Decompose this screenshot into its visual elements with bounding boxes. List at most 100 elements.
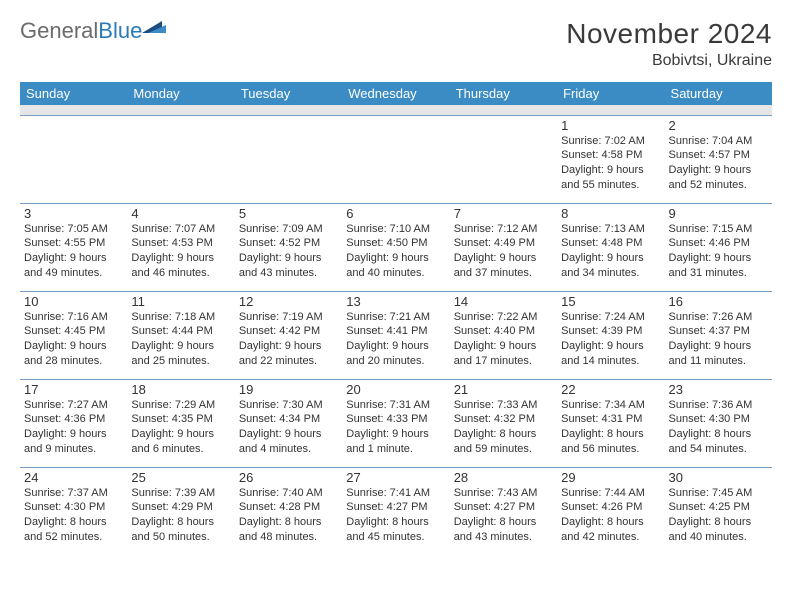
calendar-cell: 30Sunrise: 7:45 AMSunset: 4:25 PMDayligh… [665,467,772,555]
calendar-cell: 20Sunrise: 7:31 AMSunset: 4:33 PMDayligh… [342,379,449,467]
day-info: Sunrise: 7:26 AMSunset: 4:37 PMDaylight:… [669,310,768,369]
calendar-week-row: 24Sunrise: 7:37 AMSunset: 4:30 PMDayligh… [20,467,772,555]
calendar-cell: 27Sunrise: 7:41 AMSunset: 4:27 PMDayligh… [342,467,449,555]
calendar-week-row: 10Sunrise: 7:16 AMSunset: 4:45 PMDayligh… [20,291,772,379]
day-info: Sunrise: 7:04 AMSunset: 4:57 PMDaylight:… [669,134,768,193]
calendar-cell: 25Sunrise: 7:39 AMSunset: 4:29 PMDayligh… [127,467,234,555]
calendar-page: GeneralBlue November 2024 Bobivtsi, Ukra… [0,0,792,612]
calendar-cell-empty [235,115,342,203]
day-number: 10 [24,294,123,309]
calendar-week-row: 1Sunrise: 7:02 AMSunset: 4:58 PMDaylight… [20,115,772,203]
calendar-table: SundayMondayTuesdayWednesdayThursdayFrid… [20,82,772,555]
day-number: 1 [561,118,660,133]
day-number: 22 [561,382,660,397]
subheader-row [20,105,772,115]
calendar-cell-empty [20,115,127,203]
calendar-cell: 29Sunrise: 7:44 AMSunset: 4:26 PMDayligh… [557,467,664,555]
day-header: Saturday [665,82,772,105]
calendar-cell: 3Sunrise: 7:05 AMSunset: 4:55 PMDaylight… [20,203,127,291]
day-number: 29 [561,470,660,485]
calendar-cell: 2Sunrise: 7:04 AMSunset: 4:57 PMDaylight… [665,115,772,203]
day-number: 12 [239,294,338,309]
day-info: Sunrise: 7:45 AMSunset: 4:25 PMDaylight:… [669,486,768,545]
calendar-cell: 17Sunrise: 7:27 AMSunset: 4:36 PMDayligh… [20,379,127,467]
calendar-cell: 10Sunrise: 7:16 AMSunset: 4:45 PMDayligh… [20,291,127,379]
calendar-cell: 13Sunrise: 7:21 AMSunset: 4:41 PMDayligh… [342,291,449,379]
calendar-cell: 1Sunrise: 7:02 AMSunset: 4:58 PMDaylight… [557,115,664,203]
calendar-cell: 18Sunrise: 7:29 AMSunset: 4:35 PMDayligh… [127,379,234,467]
day-header: Friday [557,82,664,105]
day-number: 17 [24,382,123,397]
calendar-cell: 4Sunrise: 7:07 AMSunset: 4:53 PMDaylight… [127,203,234,291]
day-info: Sunrise: 7:27 AMSunset: 4:36 PMDaylight:… [24,398,123,457]
logo: GeneralBlue [20,18,166,44]
day-info: Sunrise: 7:30 AMSunset: 4:34 PMDaylight:… [239,398,338,457]
calendar-cell: 14Sunrise: 7:22 AMSunset: 4:40 PMDayligh… [450,291,557,379]
day-number: 5 [239,206,338,221]
day-number: 24 [24,470,123,485]
day-number: 4 [131,206,230,221]
logo-text: GeneralBlue [20,18,142,44]
calendar-cell: 15Sunrise: 7:24 AMSunset: 4:39 PMDayligh… [557,291,664,379]
calendar-cell: 26Sunrise: 7:40 AMSunset: 4:28 PMDayligh… [235,467,342,555]
day-number: 2 [669,118,768,133]
day-header: Wednesday [342,82,449,105]
calendar-cell: 22Sunrise: 7:34 AMSunset: 4:31 PMDayligh… [557,379,664,467]
day-info: Sunrise: 7:36 AMSunset: 4:30 PMDaylight:… [669,398,768,457]
day-info: Sunrise: 7:21 AMSunset: 4:41 PMDaylight:… [346,310,445,369]
day-info: Sunrise: 7:16 AMSunset: 4:45 PMDaylight:… [24,310,123,369]
day-number: 23 [669,382,768,397]
day-info: Sunrise: 7:44 AMSunset: 4:26 PMDaylight:… [561,486,660,545]
day-number: 7 [454,206,553,221]
calendar-cell: 19Sunrise: 7:30 AMSunset: 4:34 PMDayligh… [235,379,342,467]
day-info: Sunrise: 7:29 AMSunset: 4:35 PMDaylight:… [131,398,230,457]
day-number: 21 [454,382,553,397]
day-number: 11 [131,294,230,309]
day-info: Sunrise: 7:31 AMSunset: 4:33 PMDaylight:… [346,398,445,457]
day-info: Sunrise: 7:24 AMSunset: 4:39 PMDaylight:… [561,310,660,369]
calendar-cell: 12Sunrise: 7:19 AMSunset: 4:42 PMDayligh… [235,291,342,379]
day-number: 25 [131,470,230,485]
calendar-cell: 7Sunrise: 7:12 AMSunset: 4:49 PMDaylight… [450,203,557,291]
calendar-cell: 16Sunrise: 7:26 AMSunset: 4:37 PMDayligh… [665,291,772,379]
day-number: 20 [346,382,445,397]
calendar-cell: 24Sunrise: 7:37 AMSunset: 4:30 PMDayligh… [20,467,127,555]
calendar-cell: 9Sunrise: 7:15 AMSunset: 4:46 PMDaylight… [665,203,772,291]
calendar-cell-empty [450,115,557,203]
day-header: Monday [127,82,234,105]
day-info: Sunrise: 7:09 AMSunset: 4:52 PMDaylight:… [239,222,338,281]
day-number: 30 [669,470,768,485]
day-info: Sunrise: 7:37 AMSunset: 4:30 PMDaylight:… [24,486,123,545]
day-header-row: SundayMondayTuesdayWednesdayThursdayFrid… [20,82,772,105]
day-info: Sunrise: 7:02 AMSunset: 4:58 PMDaylight:… [561,134,660,193]
logo-triangle-icon [142,19,166,37]
day-number: 18 [131,382,230,397]
day-info: Sunrise: 7:15 AMSunset: 4:46 PMDaylight:… [669,222,768,281]
day-number: 13 [346,294,445,309]
day-number: 8 [561,206,660,221]
day-info: Sunrise: 7:05 AMSunset: 4:55 PMDaylight:… [24,222,123,281]
calendar-cell: 23Sunrise: 7:36 AMSunset: 4:30 PMDayligh… [665,379,772,467]
day-info: Sunrise: 7:39 AMSunset: 4:29 PMDaylight:… [131,486,230,545]
calendar-cell-empty [127,115,234,203]
day-info: Sunrise: 7:33 AMSunset: 4:32 PMDaylight:… [454,398,553,457]
calendar-cell: 8Sunrise: 7:13 AMSunset: 4:48 PMDaylight… [557,203,664,291]
calendar-body: 1Sunrise: 7:02 AMSunset: 4:58 PMDaylight… [20,115,772,555]
day-info: Sunrise: 7:12 AMSunset: 4:49 PMDaylight:… [454,222,553,281]
month-title: November 2024 [566,18,772,50]
calendar-cell: 11Sunrise: 7:18 AMSunset: 4:44 PMDayligh… [127,291,234,379]
location-label: Bobivtsi, Ukraine [566,52,772,70]
day-header: Tuesday [235,82,342,105]
day-header: Sunday [20,82,127,105]
day-info: Sunrise: 7:13 AMSunset: 4:48 PMDaylight:… [561,222,660,281]
calendar-cell: 6Sunrise: 7:10 AMSunset: 4:50 PMDaylight… [342,203,449,291]
day-number: 14 [454,294,553,309]
day-info: Sunrise: 7:10 AMSunset: 4:50 PMDaylight:… [346,222,445,281]
day-info: Sunrise: 7:19 AMSunset: 4:42 PMDaylight:… [239,310,338,369]
title-block: November 2024 Bobivtsi, Ukraine [566,18,772,70]
calendar-week-row: 3Sunrise: 7:05 AMSunset: 4:55 PMDaylight… [20,203,772,291]
day-info: Sunrise: 7:07 AMSunset: 4:53 PMDaylight:… [131,222,230,281]
day-number: 15 [561,294,660,309]
day-number: 3 [24,206,123,221]
day-number: 28 [454,470,553,485]
